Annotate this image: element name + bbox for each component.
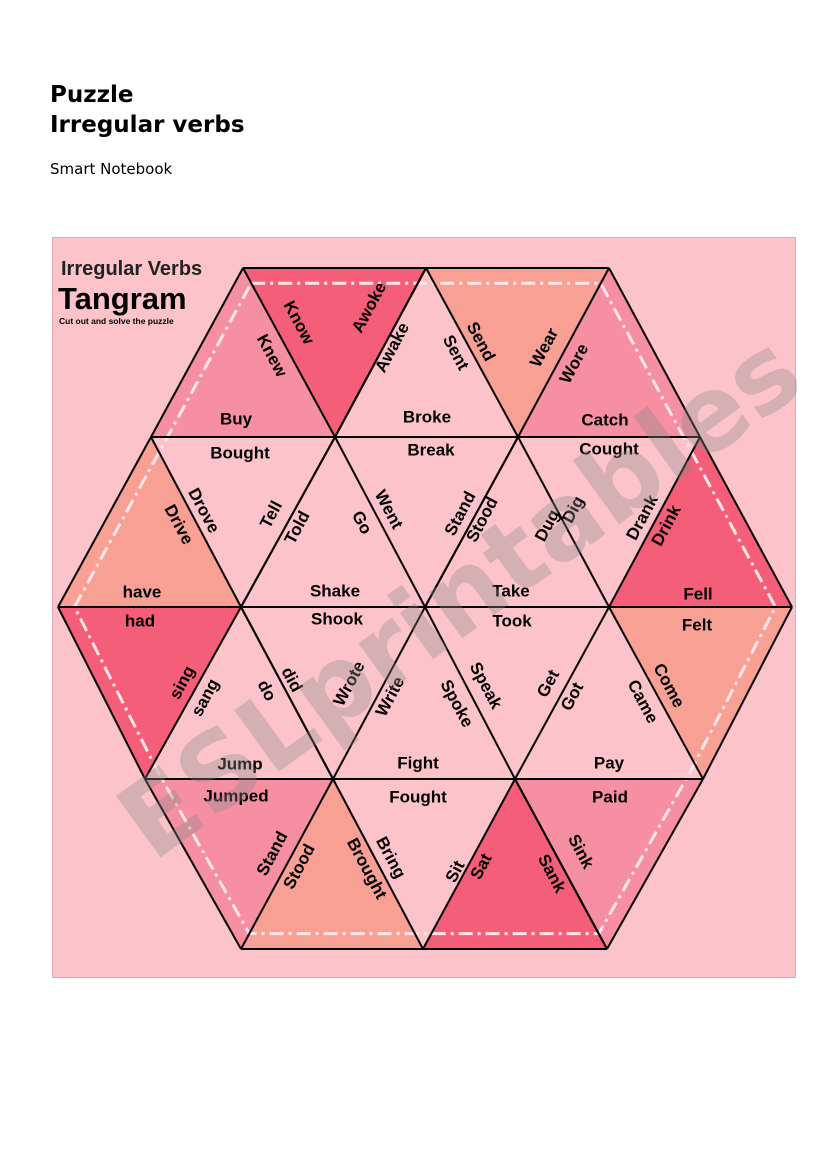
puzzle-triangle [151,437,335,607]
puzzle-edge-line [702,606,793,780]
puzzle-title: Tangram [58,281,187,316]
verb-fell: Fell [683,584,712,603]
puzzle-edge-line [144,778,242,950]
puzzle-edge-line [422,778,516,950]
puzzle-edge-line [150,436,242,608]
puzzle-triangle [58,437,241,607]
puzzle-edge-line [334,436,426,608]
puzzle-edge-line [332,606,426,780]
verb-pay: Pay [594,753,625,772]
puzzle-instruction: Cut out and solve the puzzle [59,316,174,326]
verb-jump: Jump [217,754,262,773]
puzzle-triangle [151,268,335,437]
triangle-layer [58,268,792,949]
puzzle-triangle [241,437,425,607]
verb-broke: Broke [403,407,451,426]
line-layer [57,267,793,950]
tangram-puzzle-image: Know Knew Awoke Awake Buy Broke Send Sent Wear Wo… [52,237,797,978]
puzzle-triangle [425,607,609,779]
puzzle-triangle [423,779,607,949]
puzzle-triangle [241,779,423,949]
puzzle-triangle [333,607,515,779]
verb-cought: Cought [579,439,639,458]
verb-felt: Felt [682,615,713,634]
puzzle-edge-line [606,778,704,950]
puzzle-triangle [518,437,700,607]
verb-break: Break [407,440,455,459]
puzzle-edge-line [57,436,152,608]
puzzle-edge-line [517,436,610,608]
puzzle-edge-line [242,267,336,438]
verb-jumped: Jumped [203,786,268,805]
verb-have: have [123,582,162,601]
verb-catch: Catch [581,410,628,429]
puzzle-triangle [243,268,426,437]
verb-take: Take [492,581,530,600]
title-line-irregular-verbs: Irregular verbs [50,112,245,138]
verb-shake: Shake [310,581,360,600]
puzzle-edge-line [514,778,608,950]
puzzle-triangle [609,437,792,607]
puzzle-edge-line [240,606,334,780]
puzzle-triangle [241,607,425,779]
puzzle-edge-line [150,267,244,438]
puzzle-edge-line [144,606,242,780]
puzzle-edge-line [517,267,610,438]
verb-bought: Bought [210,443,270,462]
verb-paid: Paid [592,787,628,806]
puzzle-triangle [515,779,703,949]
puzzle-edge-line [699,436,793,608]
puzzle-edge-line [608,267,701,438]
verb-shook: Shook [311,609,363,628]
puzzle-edge-line [608,606,704,780]
verb-had: had [125,611,155,630]
puzzle-edge-line [514,606,610,780]
puzzle-edge-line [334,267,427,438]
puzzle-heading: Irregular Verbs [61,258,202,280]
puzzle-triangle [145,607,333,779]
puzzle-triangle [145,779,333,949]
verb-took: Took [492,611,532,630]
puzzle-triangle [58,607,241,779]
puzzle-edge-line [240,436,336,608]
puzzle-triangle [609,607,792,779]
document-title: Puzzle Irregular verbs [50,80,245,140]
puzzle-edge-line [425,267,519,438]
verb-buy: Buy [220,409,253,428]
title-line-puzzle: Puzzle [50,82,134,108]
verb-fought: Fought [389,787,447,806]
puzzle-edge-line [424,436,519,608]
puzzle-triangle [333,779,515,949]
puzzle-edge-line [332,778,424,950]
puzzle-triangle [426,268,609,437]
puzzle-edge-line [424,606,516,780]
puzzle-triangle [335,268,518,437]
document-subtitle: Smart Notebook [50,160,173,178]
puzzle-triangle [518,268,700,437]
puzzle-edge-line [240,778,334,950]
verb-fight: Fight [397,753,439,772]
puzzle-triangle [335,437,518,607]
puzzle-triangle [515,607,703,779]
puzzle-triangle [425,437,609,607]
puzzle-edge-line [608,436,701,608]
puzzle-edge-line [57,606,146,780]
